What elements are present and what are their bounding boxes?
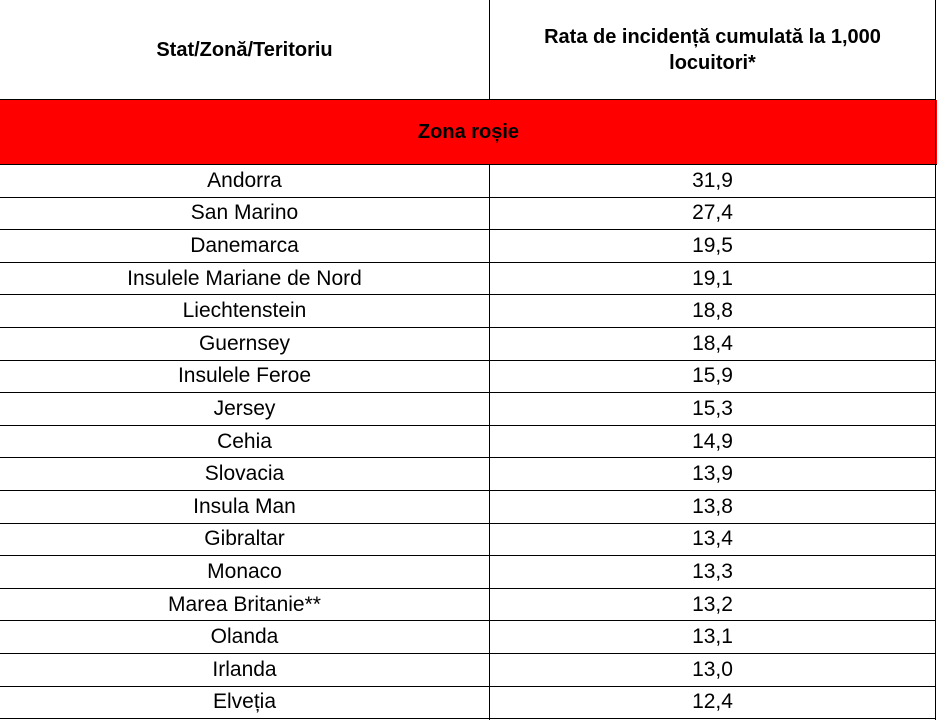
rate-cell: 13,3 <box>490 556 935 589</box>
rate-cell: 18,8 <box>490 295 935 328</box>
country-cell: Andorra <box>0 165 489 198</box>
rate-cell: 18,4 <box>490 328 935 361</box>
rate-cell: 13,8 <box>490 491 935 524</box>
rate-cell: 19,5 <box>490 230 935 263</box>
rate-cell: 15,9 <box>490 361 935 394</box>
country-cell: San Marino <box>0 198 489 231</box>
country-cell: Insula Man <box>0 491 489 524</box>
country-cell: Insulele Feroe <box>0 361 489 394</box>
rate-cell: 13,9 <box>490 458 935 491</box>
country-cell: Danemarca <box>0 230 489 263</box>
country-cell: Jersey <box>0 393 489 426</box>
rate-cell: 13,1 <box>490 621 935 654</box>
country-cell: Liechtenstein <box>0 295 489 328</box>
rate-cell: 14,9 <box>490 426 935 459</box>
rate-cell: 12,4 <box>490 687 935 720</box>
rate-cell: 13,4 <box>490 524 935 557</box>
column-divider <box>489 0 490 100</box>
rate-cell: 13,0 <box>490 654 935 687</box>
rate-cell: 27,4 <box>490 198 935 231</box>
country-cell: Slovacia <box>0 458 489 491</box>
rate-cell: 15,3 <box>490 393 935 426</box>
country-cell: Cehia <box>0 426 489 459</box>
country-cell: Guernsey <box>0 328 489 361</box>
section-band: Zona roșie <box>0 100 937 165</box>
rate-cell: 19,1 <box>490 263 935 296</box>
country-cell: Elveția <box>0 687 489 720</box>
country-cell: Marea Britanie** <box>0 589 489 622</box>
country-cell: Olanda <box>0 621 489 654</box>
column-header: Rata de incidență cumulată la 1,000 locu… <box>490 0 935 100</box>
rate-cell: 31,9 <box>490 165 935 198</box>
column-divider <box>489 165 490 720</box>
table-border <box>935 0 936 720</box>
country-cell: Irlanda <box>0 654 489 687</box>
country-cell: Insulele Mariane de Nord <box>0 263 489 296</box>
country-cell: Monaco <box>0 556 489 589</box>
country-cell: Gibraltar <box>0 524 489 557</box>
column-header: Stat/Zonă/Teritoriu <box>0 0 489 100</box>
rate-cell: 13,2 <box>490 589 935 622</box>
